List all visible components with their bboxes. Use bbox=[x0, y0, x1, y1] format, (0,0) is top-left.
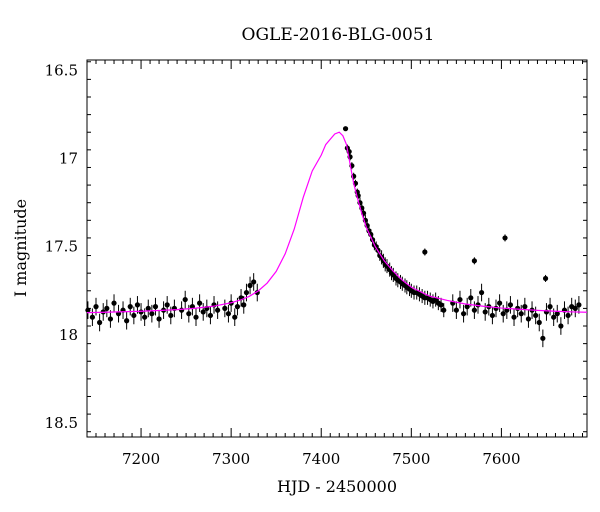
data-point bbox=[193, 314, 199, 320]
y-tick-label: 18 bbox=[59, 326, 78, 344]
x-tick-label: 7200 bbox=[122, 450, 160, 468]
data-point bbox=[107, 316, 114, 322]
data-point bbox=[547, 304, 553, 310]
data-point bbox=[164, 302, 170, 308]
data-point bbox=[536, 319, 542, 326]
x-tick-label: 7400 bbox=[302, 450, 340, 468]
data-point bbox=[576, 302, 582, 308]
data-point bbox=[468, 295, 474, 301]
y-tick-label: 17.5 bbox=[45, 238, 78, 256]
data-point bbox=[197, 300, 203, 306]
data-point bbox=[551, 314, 557, 320]
data-point bbox=[464, 304, 470, 310]
data-point bbox=[478, 289, 485, 296]
data-point bbox=[215, 307, 221, 313]
data-point bbox=[441, 307, 447, 313]
data-point bbox=[225, 311, 232, 317]
data-point bbox=[186, 311, 192, 317]
model-curve bbox=[86, 131, 588, 314]
data-point bbox=[124, 318, 130, 324]
data-point bbox=[104, 305, 110, 311]
data-point bbox=[222, 305, 228, 311]
y-tick-label: 16.5 bbox=[45, 62, 78, 80]
data-point bbox=[522, 304, 528, 310]
axis-ticks bbox=[87, 60, 587, 437]
data-point bbox=[234, 304, 241, 310]
data-point bbox=[134, 302, 141, 308]
data-point bbox=[207, 312, 214, 319]
data-point bbox=[518, 311, 524, 317]
data-point bbox=[131, 312, 137, 319]
data-point bbox=[489, 312, 496, 319]
data-point bbox=[533, 312, 539, 319]
data-point bbox=[247, 282, 253, 289]
data-point bbox=[145, 305, 151, 311]
data-point bbox=[471, 307, 477, 313]
x-tick-label: 7500 bbox=[392, 450, 430, 468]
data-point bbox=[89, 314, 96, 320]
data-point bbox=[251, 279, 257, 285]
chart-title: OGLE-2016-BLG-0051 bbox=[242, 25, 435, 45]
data-point bbox=[460, 311, 467, 317]
data-point bbox=[542, 275, 549, 282]
data-point bbox=[554, 311, 560, 317]
data-point bbox=[471, 258, 477, 264]
data-point bbox=[97, 319, 103, 326]
data-point bbox=[182, 296, 188, 303]
y-axis-label: I magnitude bbox=[11, 199, 30, 297]
data-point bbox=[515, 305, 521, 311]
y-tick-label: 18.5 bbox=[45, 414, 78, 432]
plot-area bbox=[85, 59, 588, 438]
data-point bbox=[200, 309, 206, 315]
y-tick-label: 17 bbox=[59, 150, 78, 168]
data-point bbox=[497, 300, 503, 306]
x-axis-label: HJD - 2450000 bbox=[277, 477, 397, 496]
data-point bbox=[565, 312, 571, 319]
data-point bbox=[342, 126, 349, 132]
data-point bbox=[152, 304, 159, 310]
data-point bbox=[85, 307, 91, 313]
data-point bbox=[156, 316, 162, 322]
data-point bbox=[457, 296, 463, 303]
data-point bbox=[93, 304, 99, 310]
data-point bbox=[111, 300, 117, 306]
data-point bbox=[149, 311, 155, 317]
plot-frame bbox=[86, 59, 588, 438]
data-point bbox=[438, 302, 444, 308]
data-point bbox=[127, 304, 133, 310]
x-tick-label: 7300 bbox=[212, 450, 250, 468]
data-point bbox=[138, 309, 144, 315]
data-point bbox=[241, 302, 247, 308]
data-point bbox=[178, 307, 185, 313]
data-point bbox=[482, 309, 488, 315]
data-point bbox=[390, 272, 396, 278]
data-point bbox=[422, 249, 428, 255]
data-point bbox=[232, 314, 238, 320]
data-point bbox=[572, 305, 578, 311]
data-point bbox=[142, 314, 148, 320]
data-point bbox=[507, 302, 514, 308]
data-point bbox=[525, 316, 532, 322]
data-point bbox=[168, 312, 174, 319]
data-point bbox=[500, 311, 506, 317]
data-point bbox=[511, 314, 517, 320]
data-point bbox=[453, 307, 459, 313]
data-point bbox=[493, 305, 499, 311]
x-tick-label: 7600 bbox=[482, 450, 520, 468]
data-point bbox=[558, 323, 564, 329]
tick-labels: 7200 7300 7400 7500 7600 16.5 17 17.5 18 18.5 bbox=[45, 62, 521, 468]
data-point bbox=[243, 289, 250, 296]
data-point bbox=[502, 235, 508, 241]
data-point bbox=[540, 335, 546, 341]
